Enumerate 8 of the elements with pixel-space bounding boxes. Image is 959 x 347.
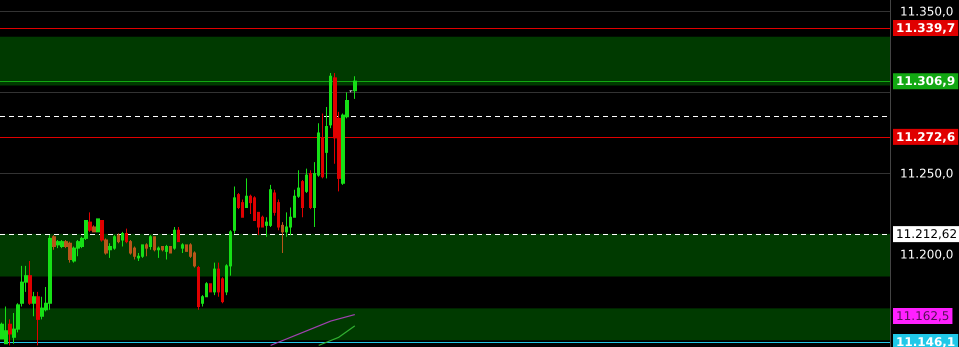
ref-line-label: 11.339,7	[896, 21, 956, 36]
y-tick-label: 11.250,0	[900, 166, 954, 180]
ref-line-label: 11.306,9	[896, 74, 956, 88]
y-tick-label: 11.350,0	[900, 4, 954, 18]
y-tick-label: 11.200,0	[900, 248, 954, 262]
ref-line-label: 11.272,6	[896, 130, 956, 144]
ref-line-label: 11.212,62	[896, 227, 958, 242]
text: 11.162,5	[896, 309, 950, 323]
